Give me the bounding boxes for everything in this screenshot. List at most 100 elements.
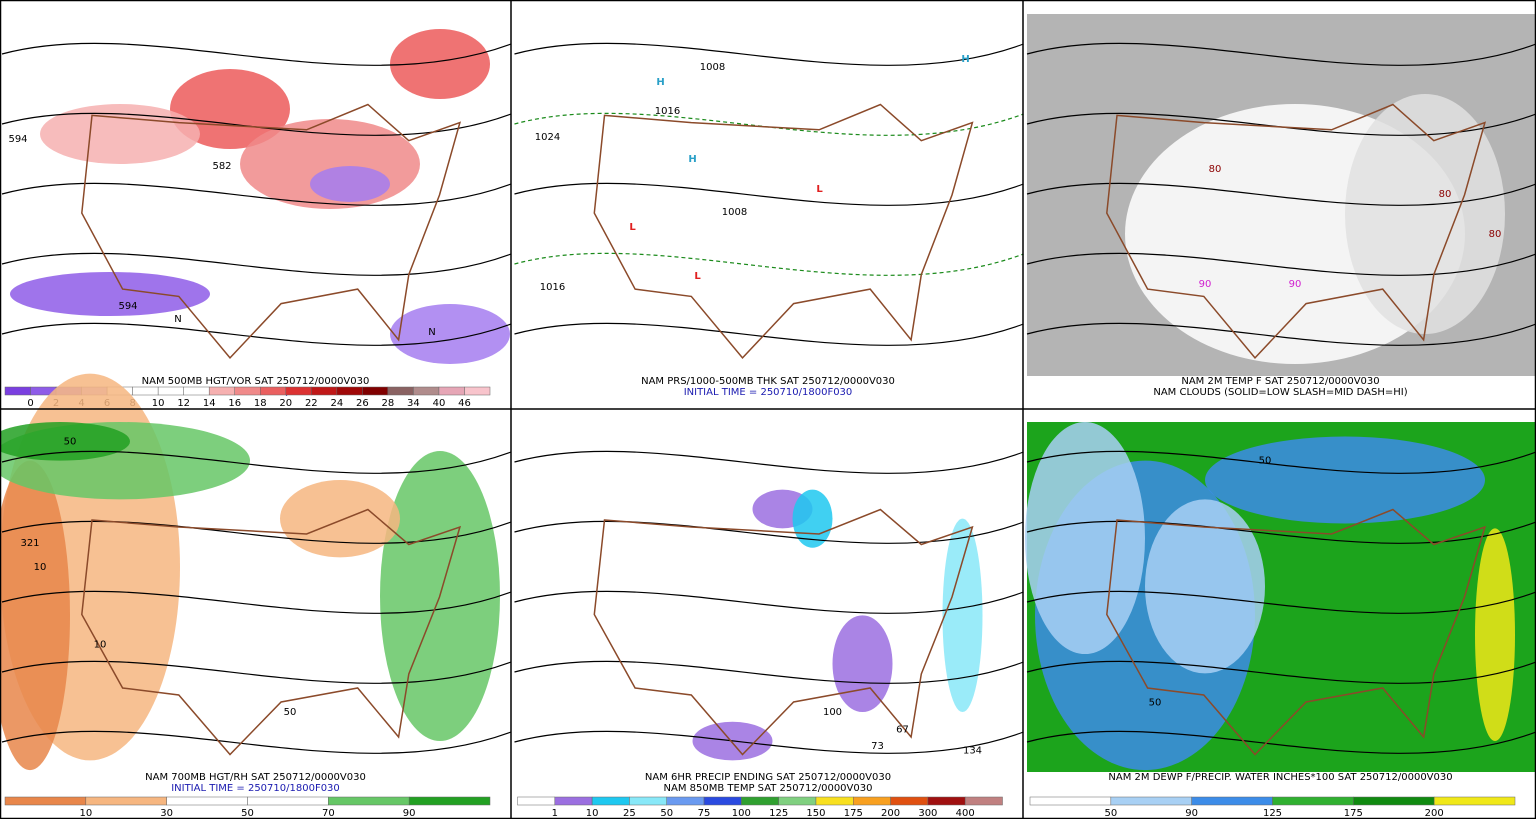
map-label: 80	[1209, 164, 1222, 175]
colorbar-box	[328, 796, 410, 806]
contour	[1026, 590, 1536, 614]
panel: 594 582 594 N N NAM 500MB HGT/VOR SAT 250712/…	[1, 14, 512, 409]
map-background	[514, 422, 1024, 772]
colorbar-box	[132, 386, 159, 396]
map-label: H	[961, 54, 969, 65]
colorbar-box	[1353, 796, 1435, 806]
field-shading	[832, 615, 893, 713]
field-shading	[1475, 528, 1515, 742]
map-label: L	[694, 271, 701, 282]
colorbar-label: 125	[1263, 808, 1282, 819]
colorbar-box	[964, 796, 1003, 806]
colorbar-box	[890, 796, 929, 806]
colorbar-label: 1	[552, 808, 558, 819]
colorbar-label: 150	[806, 808, 825, 819]
field-shading	[310, 166, 390, 202]
map-label: 594	[118, 301, 137, 312]
colorbar-label: 175	[1344, 808, 1363, 819]
contour	[514, 730, 1024, 754]
contour	[514, 252, 1024, 276]
contour	[514, 322, 1024, 346]
map-label: 80	[1489, 229, 1502, 240]
contour	[1, 450, 512, 474]
colorbar-box	[234, 386, 261, 396]
contour	[1026, 252, 1536, 276]
colorbar-box	[517, 796, 556, 806]
colorbar-label: 0	[27, 398, 33, 409]
contour	[1, 322, 512, 346]
colorbar-label: 300	[918, 808, 937, 819]
colorbar-label: 28	[382, 398, 395, 409]
colorbar-box	[183, 386, 210, 396]
colorbar-box	[815, 796, 854, 806]
map-label: 1016	[540, 282, 565, 293]
colorbar-box	[438, 386, 465, 396]
colorbar-box	[166, 796, 248, 806]
colorbar-box	[741, 796, 779, 806]
map-label: N	[174, 314, 181, 325]
map-label: L	[629, 222, 636, 233]
colorbar-label: 50	[660, 808, 673, 819]
colorbar-box	[336, 386, 363, 396]
colorbar-label: 100	[732, 808, 751, 819]
colorbar-box	[554, 796, 593, 806]
field-shading	[280, 480, 400, 558]
colorbar-box	[311, 386, 338, 396]
field-shading	[1205, 436, 1485, 524]
colorbar-box	[1029, 796, 1112, 806]
colorbar-box	[666, 796, 705, 806]
colorbar-box	[157, 386, 184, 396]
contour	[1026, 42, 1536, 66]
colorbar-box	[1191, 796, 1273, 806]
contour	[514, 112, 1024, 136]
state-borders	[81, 103, 462, 360]
map-label: 67	[896, 724, 909, 735]
colorbar-label: 18	[254, 398, 267, 409]
state-borders	[593, 103, 974, 360]
field-shading	[1145, 499, 1265, 674]
contour	[1026, 730, 1536, 754]
contour	[1026, 182, 1536, 206]
colorbar-label: 70	[322, 808, 335, 819]
colorbar-label: 26	[356, 398, 369, 409]
caption: NAM 2M TEMP F SAT 250712/0000V030	[1181, 376, 1379, 387]
panel: 100 67 73 134 NAM 6HR PRECIP ENDING SAT 2507…	[514, 422, 1024, 819]
map-label: N	[428, 327, 435, 338]
colorbar-box	[408, 796, 491, 806]
colorbar-label: 46	[458, 398, 471, 409]
field-shading	[10, 272, 210, 316]
caption: NAM 6HR PRECIP ENDING SAT 250712/0000V03…	[645, 772, 891, 783]
colorbar-box	[629, 796, 667, 806]
caption: INITIAL TIME = 250710/1800F030	[684, 387, 853, 398]
colorbar-label: 175	[844, 808, 863, 819]
colorbar-box	[591, 796, 630, 806]
panel: 50 50 NAM 2M DEWP F/PRECIP. WATER INCHES*1…	[1025, 422, 1536, 819]
colorbar-box	[1433, 796, 1516, 806]
field-shading	[390, 29, 490, 99]
panel: 50 10 321 50 10 NAM 700MB HGT/RH SAT 250712/0…	[0, 373, 512, 819]
colorbar-box	[703, 796, 742, 806]
colorbar-label: 10	[152, 398, 165, 409]
contour	[1, 42, 512, 66]
contour	[514, 520, 1024, 544]
colorbar-box	[413, 386, 440, 396]
caption: NAM 850MB TEMP SAT 250712/0000V030	[664, 783, 873, 794]
contour	[1, 520, 512, 544]
field-shading	[1345, 94, 1505, 334]
colorbar-box	[387, 386, 414, 396]
contour	[1026, 660, 1536, 684]
colorbar-label: 200	[1425, 808, 1444, 819]
colorbar-box	[247, 796, 329, 806]
colorbar-box	[4, 386, 31, 396]
contour	[1, 252, 512, 276]
map-label: 73	[871, 741, 884, 752]
contour	[514, 590, 1024, 614]
map-label: 100	[823, 707, 842, 718]
map-label: 10	[34, 562, 47, 573]
colorbar-label: 75	[698, 808, 711, 819]
caption: NAM 2M DEWP F/PRECIP. WATER INCHES*100 S…	[1108, 772, 1452, 783]
contour	[1026, 322, 1536, 346]
colorbar-label: 34	[407, 398, 420, 409]
field-shading	[40, 104, 200, 164]
